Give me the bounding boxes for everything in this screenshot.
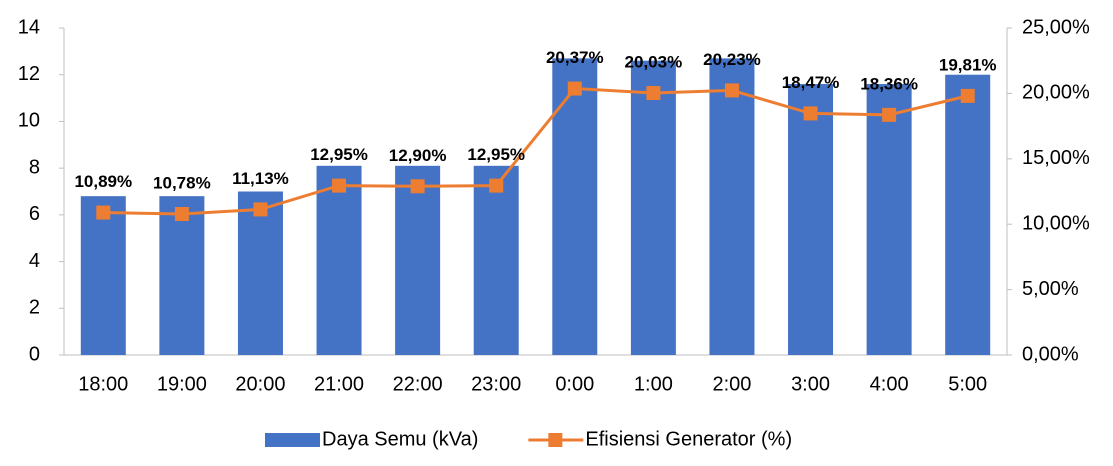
legend-label: Efisiensi Generator (%): [585, 428, 792, 450]
bar: [159, 196, 205, 355]
bar: [395, 165, 441, 355]
marker: [96, 205, 111, 220]
y-tick-label: 8: [29, 156, 40, 178]
x-tick-label: 21:00: [314, 373, 364, 395]
marker: [567, 81, 582, 96]
data-label: 11,13%: [232, 169, 289, 188]
x-tick-label: 18:00: [78, 373, 128, 395]
y-tick-label: 0: [29, 343, 40, 365]
x-tick-label: 4:00: [870, 373, 909, 395]
y2-tick-label: 20,00%: [1022, 82, 1090, 104]
y2-tick-label: 25,00%: [1022, 16, 1090, 38]
bar: [866, 84, 912, 356]
bar: [630, 60, 676, 355]
marker: [410, 179, 425, 194]
data-label: 20,03%: [625, 52, 683, 71]
data-label: 12,95%: [467, 145, 525, 164]
bar: [945, 74, 991, 355]
marker: [882, 107, 897, 122]
x-tick-label: 22:00: [393, 373, 443, 395]
y-tick-label: 4: [29, 250, 40, 272]
y-tick-label: 6: [29, 203, 40, 225]
y-tick-label: 2: [29, 297, 40, 319]
data-label: 18,47%: [782, 73, 840, 92]
y-tick-label: 12: [18, 63, 40, 85]
data-label: 19,81%: [939, 55, 997, 74]
y-tick-label: 14: [18, 16, 40, 38]
x-tick-label: 5:00: [948, 373, 987, 395]
x-tick-label: 1:00: [634, 373, 673, 395]
legend-swatch: [548, 433, 563, 447]
bar: [316, 165, 362, 355]
x-tick-label: 23:00: [471, 373, 521, 395]
marker: [646, 86, 661, 101]
data-label: 12,90%: [389, 146, 447, 165]
marker: [489, 178, 504, 193]
data-label: 20,37%: [546, 48, 604, 67]
bar: [237, 191, 283, 355]
data-label: 20,23%: [703, 50, 761, 69]
marker: [253, 202, 268, 217]
x-tick-label: 2:00: [712, 373, 751, 395]
marker: [174, 206, 189, 221]
line: [103, 87, 969, 216]
x-tick-label: 3:00: [791, 373, 830, 395]
y-tick-label: 10: [18, 110, 40, 132]
y2-tick-label: 5,00%: [1022, 278, 1079, 300]
marker: [332, 178, 347, 193]
marker: [960, 88, 975, 103]
data-label: 10,89%: [74, 172, 132, 191]
bar: [709, 58, 755, 355]
data-label: 18,36%: [860, 74, 918, 93]
y2-tick-label: 0,00%: [1022, 343, 1079, 365]
y2-tick-label: 10,00%: [1022, 212, 1090, 234]
legend-swatch: [265, 433, 320, 447]
marker: [724, 83, 739, 98]
marker: [803, 106, 818, 121]
y2-tick-label: 15,00%: [1022, 147, 1090, 169]
bar: [552, 58, 598, 355]
bar: [80, 196, 126, 355]
bar: [788, 84, 834, 356]
x-tick-label: 19:00: [157, 373, 207, 395]
x-tick-label: 0:00: [555, 373, 594, 395]
legend-label: Daya Semu (kVa): [322, 428, 478, 450]
data-label: 10,78%: [153, 173, 211, 192]
bar: [473, 165, 519, 355]
data-label: 12,95%: [310, 145, 368, 164]
x-tick-label: 20:00: [235, 373, 285, 395]
